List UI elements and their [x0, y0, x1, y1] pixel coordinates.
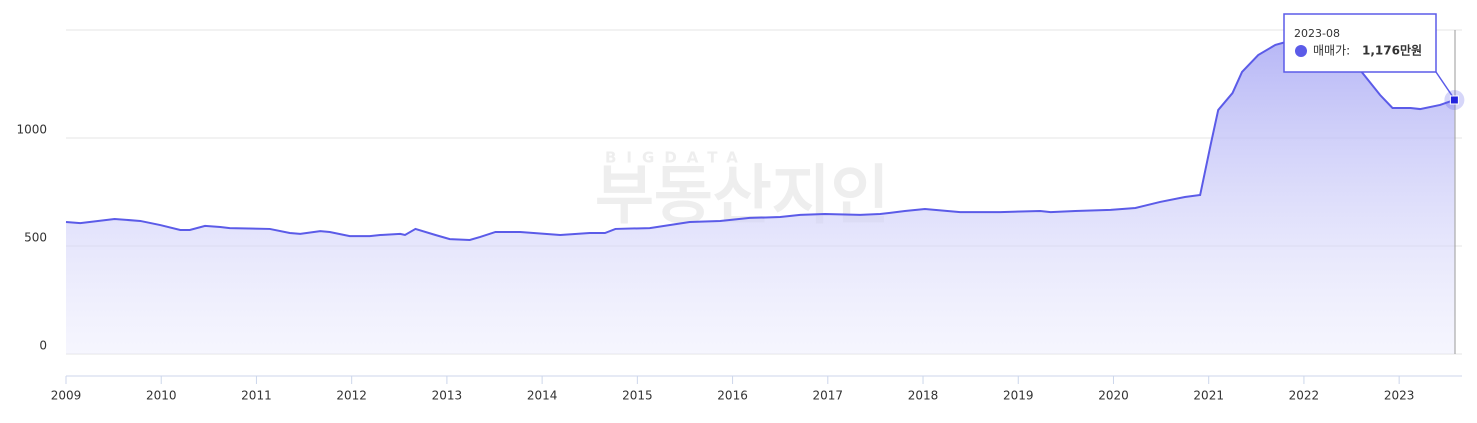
tooltip-connector — [1435, 71, 1456, 101]
x-tick-label: 2011 — [241, 389, 272, 403]
x-tick-label: 2018 — [908, 389, 939, 403]
watermark: BIGDATA — [605, 149, 748, 167]
x-tick-label: 2015 — [622, 389, 653, 403]
tooltip-value: 1,176만원 — [1362, 43, 1422, 58]
x-tick-label: 2016 — [717, 389, 748, 403]
x-tick-label: 2017 — [813, 389, 844, 403]
x-tick-label: 2014 — [527, 389, 558, 403]
x-tick-label: 2019 — [1003, 389, 1034, 403]
x-tick-label: 2020 — [1098, 389, 1129, 403]
highlight-point — [1449, 95, 1459, 105]
tooltip-marker — [1295, 45, 1307, 57]
tooltip-date: 2023-08 — [1294, 27, 1340, 40]
y-tick-label: 0 — [39, 339, 47, 353]
x-tick-label: 2009 — [51, 389, 82, 403]
x-tick-label: 2023 — [1384, 389, 1415, 403]
tooltip-box — [1283, 13, 1437, 73]
x-tick-label: 2012 — [336, 389, 367, 403]
line — [65, 35, 1455, 241]
tooltip-label: 매매가: — [1313, 44, 1350, 58]
tooltip: 2023-08 매매가: 1,176만원 — [1283, 13, 1437, 73]
x-tick-label: 2021 — [1193, 389, 1224, 403]
area — [66, 36, 1455, 355]
x-tick-label: 2010 — [146, 389, 177, 403]
y-tick-label: 500 — [24, 231, 47, 245]
y-tick-label: 1000 — [16, 123, 47, 137]
x-tick-label: 2013 — [432, 389, 463, 403]
x-tick-label: 2022 — [1289, 389, 1320, 403]
